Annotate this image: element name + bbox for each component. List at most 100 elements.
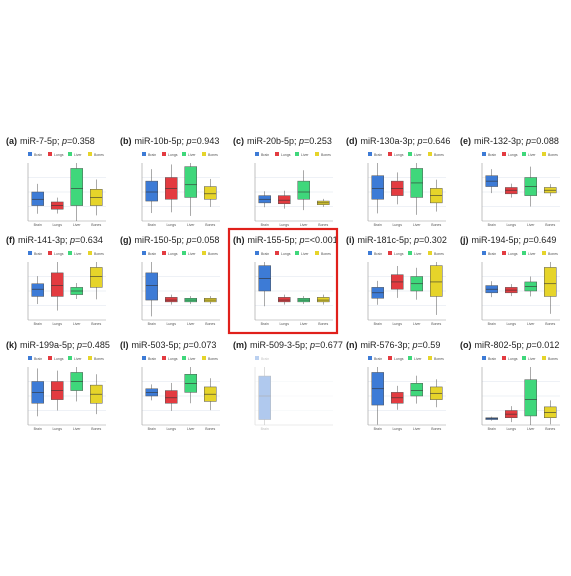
legend-swatch (68, 152, 72, 156)
legend-swatch (428, 251, 432, 255)
x-tick-label: Lungs (506, 322, 516, 326)
legend-label: Liver (528, 357, 536, 361)
x-tick-label: Bones (205, 427, 215, 431)
panel-p-symbol: p (183, 340, 189, 350)
legend-label: Lungs (168, 153, 178, 157)
legend-swatch (408, 152, 412, 156)
legend-label: Bones (208, 357, 218, 361)
panel-h: (h) miR-155-5p; p=<0.001 Brain Lungs Liver Bo… (233, 235, 338, 326)
legend-label: Brain (148, 153, 156, 157)
box-brain (145, 180, 158, 202)
x-tick-label: Brain (488, 322, 496, 326)
panel-legend: Brain Lungs Liver Bones (28, 356, 104, 361)
x-tick-label: Bones (431, 223, 441, 227)
x-tick-label: Bones (91, 427, 101, 431)
panel-title: (d) miR-130a-3p; p=0.646 (346, 136, 450, 146)
x-tick-label: Lungs (506, 223, 516, 227)
panel-title: (a) miR-7-5p; p=0.358 (6, 136, 95, 146)
x-tick-label: Bones (205, 223, 215, 227)
legend-swatch (28, 356, 32, 360)
x-tick-label: Lungs (52, 223, 62, 227)
panel-title: (n) miR-576-3p; p=0.59 (346, 340, 440, 350)
panel-title: (k) miR-199a-5p; p=0.485 (6, 340, 110, 350)
legend-label: Liver (528, 153, 536, 157)
x-tick-label: Liver (527, 322, 535, 326)
panel-g: (g) miR-150-5p; p=0.058 Brain Lungs Liver Bon… (120, 235, 220, 326)
legend-swatch (28, 152, 32, 156)
box-liver (297, 180, 310, 200)
x-tick-label: Brain (488, 223, 496, 227)
x-tick-label: Brain (148, 427, 156, 431)
legend-swatch (88, 356, 92, 360)
plot-area: Brain Lungs Liver Bones (254, 163, 333, 227)
legend-swatch (295, 251, 299, 255)
legend-swatch (295, 152, 299, 156)
x-tick-label: Liver (73, 427, 81, 431)
x-tick-label: Lungs (279, 322, 289, 326)
x-tick-label: Brain (374, 223, 382, 227)
x-tick-label: Lungs (166, 322, 176, 326)
legend-swatch (255, 251, 259, 255)
panel-p-symbol: p (309, 340, 315, 350)
legend-label: Brain (261, 153, 269, 157)
panel-p-value: =0.485 (82, 340, 110, 350)
legend-label: Lungs (281, 153, 291, 157)
legend-swatch (162, 356, 166, 360)
plot-area: Brain Lungs Liver Bones (481, 367, 560, 431)
box-bones (317, 297, 330, 303)
panel-label: (m) (233, 340, 247, 350)
x-tick-label: Lungs (166, 427, 176, 431)
legend-label: Lungs (281, 252, 291, 256)
panel-mirna: miR-509-3-5p; (250, 340, 310, 350)
box-liver (410, 383, 423, 397)
panel-p-value: =0.634 (75, 235, 103, 245)
panel-p-value: =0.302 (419, 235, 447, 245)
legend-label: Lungs (394, 153, 404, 157)
legend-label: Brain (34, 357, 42, 361)
legend-swatch (408, 356, 412, 360)
legend-swatch (202, 152, 206, 156)
panel-l: (l) miR-503-5p; p=0.073 Brain Lungs Liver Bon… (120, 340, 220, 431)
panel-p-symbol: p (186, 235, 192, 245)
panel-legend: Brain Lungs Liver Bones (255, 251, 331, 256)
panel-mirna: miR-576-3p; (361, 340, 413, 350)
panel-o: (o) miR-802-5p; p=0.012 Brain Lungs Liver Bon… (460, 340, 560, 431)
legend-swatch (522, 356, 526, 360)
box-liver (70, 168, 83, 206)
legend-swatch (315, 152, 319, 156)
x-tick-label: Bones (431, 322, 441, 326)
panel-legend: Brain Lungs Liver Bones (368, 152, 444, 157)
legend-label: Lungs (508, 153, 518, 157)
x-tick-label: Liver (73, 322, 81, 326)
panel-label: (j) (460, 235, 469, 245)
x-tick-label: Brain (148, 322, 156, 326)
panel-legend: Brain Lungs Liver Bones (368, 251, 444, 256)
x-tick-label: Bones (91, 223, 101, 227)
panel-title: (o) miR-802-5p; p=0.012 (460, 340, 559, 350)
legend-label: Lungs (508, 252, 518, 256)
legend-label: Liver (414, 357, 422, 361)
panel-p-symbol: p (412, 340, 418, 350)
panel-p-symbol: p (299, 235, 305, 245)
panel-j: (j) miR-194-5p; p=0.649 Brain Lungs Liver Bon… (460, 235, 560, 326)
box-lungs (278, 195, 291, 205)
x-tick-label: Brain (261, 223, 269, 227)
panel-p-value: =0.59 (418, 340, 441, 350)
panel-p-value: =0.253 (304, 136, 332, 146)
legend-swatch (522, 152, 526, 156)
panel-mirna: miR-132-3p; (474, 136, 526, 146)
panel-n: (n) miR-576-3p; p=0.59 Brain Lungs Liver Bone… (346, 340, 446, 431)
panel-p-value: =<0.001 (305, 235, 338, 245)
legend-label: Brain (374, 153, 382, 157)
plot-area: Brain Lungs Liver Bones (27, 163, 106, 227)
legend-label: Bones (548, 357, 558, 361)
panel-legend: Brain Lungs Liver Bones (28, 251, 104, 256)
x-tick-label: Brain (34, 427, 42, 431)
box-brain (258, 375, 271, 420)
x-tick-label: Brain (374, 427, 382, 431)
legend-swatch (88, 251, 92, 255)
panel-label: (l) (120, 340, 129, 350)
legend-label: Bones (321, 252, 331, 256)
panel-title: (f) miR-141-3p; p=0.634 (6, 235, 103, 245)
